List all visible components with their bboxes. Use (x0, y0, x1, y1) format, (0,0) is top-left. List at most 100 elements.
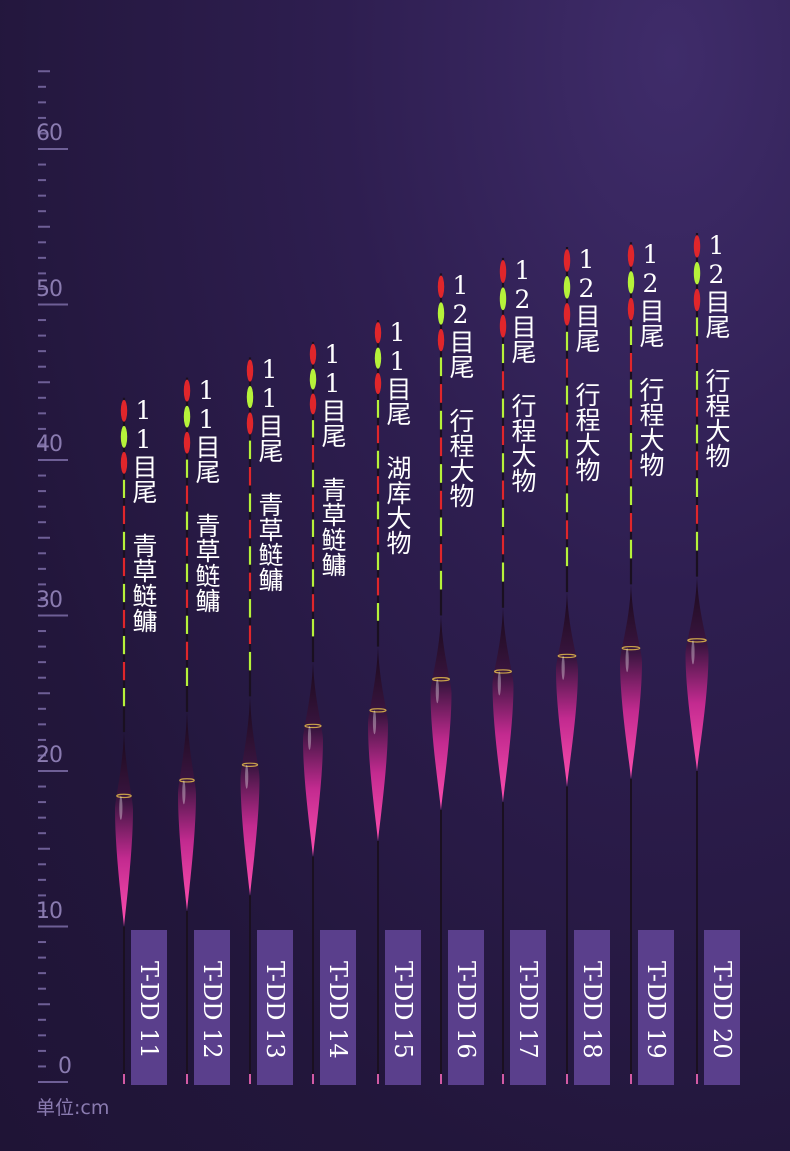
tail-segment (627, 271, 635, 294)
tail-segment (499, 260, 507, 283)
tail-segment (120, 425, 128, 448)
ruler-tick-label: 30 (36, 587, 63, 613)
tail-segment (183, 431, 191, 454)
float-body (685, 576, 709, 771)
tail-segment (693, 288, 701, 312)
float-model-label: T-DD 12 (194, 930, 230, 1085)
tail-segment (499, 314, 507, 338)
float-description: 11目尾 青草鲢鳙 (255, 355, 284, 593)
ruler-tick-label: 10 (36, 898, 63, 924)
float-body (368, 646, 388, 841)
tail-segment (183, 405, 191, 428)
float-description: 12目尾 行程大物 (636, 240, 665, 478)
tail-segment (309, 343, 317, 365)
float-description: 12目尾 行程大物 (702, 230, 731, 468)
ruler-tick-label: 40 (36, 432, 63, 457)
float-description: 12目尾 行程大物 (508, 255, 537, 493)
tail-segment (309, 393, 317, 415)
tail-segment (627, 297, 635, 321)
float-body-ring (116, 793, 132, 799)
float-10 (685, 232, 709, 1084)
float-description: 12目尾 行程大物 (572, 244, 601, 482)
float-body-ring (687, 638, 707, 643)
float-description: 12目尾 行程大物 (446, 271, 475, 509)
ruler-tick-label: 60 (36, 121, 63, 146)
float-1 (115, 397, 133, 1084)
float-body-ring (241, 762, 259, 767)
float-6 (430, 273, 452, 1084)
tail-segment (437, 328, 445, 352)
float-body-ring (494, 669, 513, 674)
float-8 (556, 246, 578, 1084)
tail-segment (437, 302, 445, 325)
float-body-ring (304, 723, 322, 729)
float-body-shine (182, 780, 186, 805)
float-4 (303, 341, 323, 1084)
float-body (492, 607, 514, 803)
float-body (430, 615, 452, 810)
tail-segment (374, 372, 382, 395)
float-model-label: T-DD 14 (320, 930, 356, 1085)
tail-segment (183, 379, 191, 402)
float-body-shine (561, 655, 565, 680)
float-body-shine (691, 640, 695, 665)
tail-segment (120, 399, 128, 422)
float-7 (492, 257, 514, 1084)
tail-segment (693, 235, 701, 258)
tail-segment (563, 302, 571, 326)
float-body-ring (557, 653, 577, 659)
tail-segment (246, 359, 254, 382)
tail-segment (627, 244, 635, 267)
float-9 (620, 242, 642, 1084)
float-body-ring (179, 778, 195, 783)
float-body-ring (621, 645, 641, 651)
unit-label: 单位:cm (36, 1097, 110, 1119)
float-description: 11目尾 青草鲢鳙 (192, 375, 221, 613)
tail-segment (693, 261, 701, 285)
float-body-shine (307, 725, 312, 750)
ruler-tick-label: 20 (36, 743, 63, 768)
float-model-label: T-DD 18 (574, 930, 610, 1085)
float-body-shine (119, 795, 123, 820)
float-body-shine (435, 679, 439, 704)
float-model-label: T-DD 20 (704, 930, 740, 1085)
float-body (178, 711, 196, 911)
float-body (303, 662, 323, 857)
ruler-tick-label: 50 (36, 276, 63, 302)
float-model-label: T-DD 16 (448, 930, 484, 1085)
float-model-label: T-DD 15 (385, 930, 421, 1085)
float-description: 11目尾 青草鲢鳙 (129, 395, 158, 633)
tail-segment (246, 385, 254, 409)
float-body-ring (432, 677, 451, 682)
float-description: 11目尾 青草鲢鳙 (318, 339, 347, 577)
tail-segment (563, 249, 571, 272)
float-3 (240, 357, 260, 1084)
tail-segment (563, 276, 571, 299)
tail-segment (246, 412, 254, 435)
tail-segment (120, 451, 128, 474)
float-model-label: T-DD 19 (638, 930, 674, 1085)
float-2 (178, 377, 196, 1084)
tail-segment (309, 368, 317, 390)
tail-segment (499, 287, 507, 311)
float-description: 11目尾 湖库大物 (383, 318, 412, 556)
tail-segment (374, 322, 382, 344)
float-body-ring (369, 708, 387, 713)
float-5 (368, 320, 388, 1084)
float-body-shine (372, 710, 377, 735)
float-body-shine (497, 671, 501, 696)
float-model-label: T-DD 11 (131, 930, 167, 1085)
float-body (115, 732, 133, 927)
float-body-shine (625, 648, 629, 673)
tail-segment (374, 347, 382, 369)
float-body (620, 584, 642, 779)
ruler-tick-label: 0 (58, 1054, 72, 1079)
float-body (240, 696, 260, 896)
float-body-shine (245, 764, 249, 789)
float-model-label: T-DD 17 (510, 930, 546, 1085)
tail-segment (437, 275, 445, 298)
float-model-label: T-DD 13 (257, 930, 293, 1085)
float-body (556, 592, 578, 787)
